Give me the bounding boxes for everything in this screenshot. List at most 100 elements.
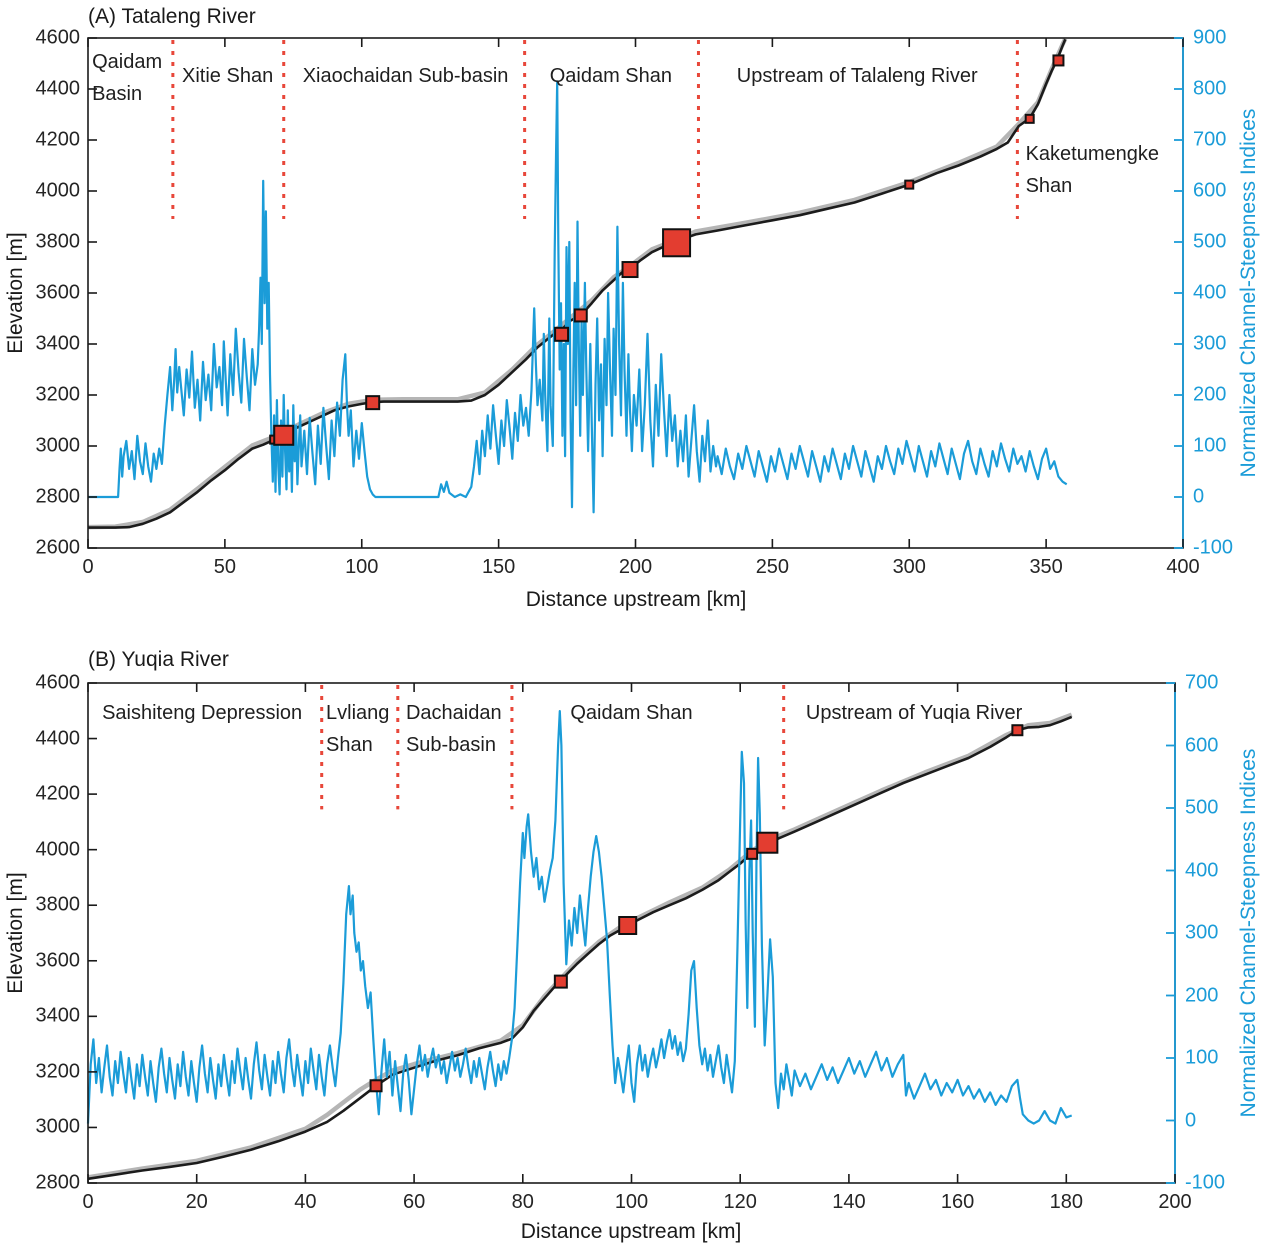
region-label-A: Upstream of Talaleng River (736, 65, 978, 87)
region-label-A: Qaidam Basin (92, 51, 163, 105)
y-tick-label-left-B: 3400 (35, 1004, 81, 1027)
knickpoint-marker-A (904, 179, 915, 190)
region-label-A: Xiaochaidan Sub-basin (302, 65, 509, 87)
y-tick-label-right-A: 800 (1193, 77, 1227, 100)
y-tick-label-right-B: 400 (1185, 859, 1219, 881)
y-tick-label-right-B: 100 (1185, 1046, 1219, 1069)
knickpoint-marker-B (756, 831, 779, 854)
region-label-B: Dachaidan Sub-basin (405, 702, 502, 756)
y-tick-label-left-B: 3000 (35, 1115, 81, 1138)
river-profile-A (88, 38, 1067, 529)
x-tick-label-A: 0 (82, 556, 94, 578)
river-profile-B (87, 715, 1073, 1181)
y-tick-label-left-A: 3600 (35, 281, 81, 304)
knickpoint-marker-B (553, 974, 568, 989)
y-tick-label-right-A: 700 (1193, 128, 1227, 151)
y-tick-label-left-B: 3800 (35, 893, 81, 916)
knickpoint-marker-A (621, 261, 639, 279)
y-tick-label-right-A: 100 (1193, 434, 1227, 457)
region-label-B: Upstream of Yuqia River (805, 702, 1023, 724)
y-tick-label-right-A: 900 (1193, 26, 1227, 49)
y-tick-label-right-A: 600 (1193, 179, 1227, 202)
y-tick-label-left-A: 4600 (35, 26, 81, 49)
x-tick-label-A: 100 (345, 556, 379, 578)
panel-a-title: (A) Tataleng River (88, 5, 256, 28)
x-tick-label-A: 200 (618, 556, 653, 578)
x-tick-label-A: 150 (481, 556, 516, 578)
knickpoint-marker-A (1052, 54, 1065, 67)
panel-a-ylabel-right: Normalized Channel-Steepness Indices (1237, 108, 1260, 478)
region-label-A: Qaidam Shan (549, 65, 673, 87)
ksn-line-B (86, 710, 1073, 1125)
x-tick-label-A: 350 (1029, 556, 1063, 578)
knickpoint-marker-A (573, 308, 588, 323)
y-tick-label-left-B: 4200 (35, 782, 81, 805)
ksn-line-A (88, 80, 1068, 514)
knickpoint-marker-A (365, 395, 381, 411)
region-label-A: Xitie Shan (182, 65, 274, 87)
y-tick-label-right-B: 0 (1185, 1109, 1197, 1131)
knickpoint-marker-A (1024, 113, 1035, 124)
x-tick-label-A: 50 (213, 556, 236, 578)
knickpoint-marker-B (369, 1079, 383, 1093)
y-tick-label-left-A: 3800 (35, 230, 81, 253)
x-tick-label-B: 60 (402, 1191, 426, 1213)
y-tick-label-right-A: 200 (1193, 383, 1227, 406)
region-label-B: Lvliang Shan (326, 702, 390, 756)
y-tick-label-left-B: 3600 (35, 949, 81, 972)
y-tick-label-left-B: 4000 (35, 838, 81, 861)
x-tick-label-A: 400 (1166, 556, 1200, 578)
y-tick-label-left-A: 3200 (35, 383, 81, 406)
panel-b-xlabel: Distance upstream [km] (520, 1220, 742, 1243)
y-tick-label-left-B: 2800 (35, 1171, 81, 1194)
x-tick-label-B: 20 (185, 1191, 208, 1213)
y-tick-label-right-B: 700 (1185, 671, 1219, 694)
x-tick-label-B: 160 (940, 1191, 975, 1213)
x-tick-label-B: 100 (614, 1191, 649, 1213)
knickpoint-marker-A (273, 424, 295, 446)
knickpoint-marker-A (662, 228, 692, 258)
panel-b-title: (B) Yuqia River (88, 648, 229, 671)
y-tick-label-right-A: 300 (1193, 332, 1227, 355)
region-label-B: Qaidam Shan (570, 702, 693, 724)
x-tick-label-A: 250 (755, 556, 790, 578)
y-tick-label-left-B: 4400 (35, 727, 81, 750)
panel-b-ylabel-right: Normalized Channel-Steepness Indices (1237, 748, 1260, 1118)
y-tick-label-left-A: 2800 (35, 485, 81, 508)
y-tick-label-left-B: 3200 (35, 1060, 81, 1083)
knickpoint-marker-B (746, 847, 759, 860)
knickpoint-marker-B (618, 916, 638, 935)
x-tick-label-B: 40 (294, 1191, 317, 1213)
y-tick-label-left-A: 2600 (35, 536, 81, 559)
model-profile-B (87, 712, 1073, 1180)
x-tick-label-B: 140 (832, 1191, 866, 1213)
y-tick-label-right-B: 500 (1185, 796, 1219, 819)
panel-a-xlabel: Distance upstream [km] (525, 588, 747, 611)
y-tick-label-left-A: 3000 (35, 434, 81, 457)
x-tick-label-B: 120 (723, 1191, 757, 1213)
y-tick-label-left-A: 3400 (35, 332, 81, 355)
x-tick-label-A: 300 (892, 556, 926, 578)
x-tick-label-B: 80 (511, 1191, 534, 1213)
x-tick-label-B: 200 (1158, 1191, 1192, 1213)
y-tick-label-left-B: 4600 (35, 671, 81, 694)
y-tick-label-right-A: 400 (1193, 281, 1227, 304)
x-tick-label-B: 180 (1049, 1191, 1083, 1213)
y-tick-label-left-A: 4200 (35, 128, 81, 151)
y-tick-label-left-A: 4400 (35, 77, 81, 100)
x-tick-label-B: 0 (82, 1191, 94, 1213)
y-tick-label-right-B: -100 (1185, 1171, 1226, 1194)
region-label-A: Kaketumengke Shan (1025, 143, 1160, 197)
y-tick-label-right-B: 200 (1185, 984, 1219, 1006)
panel-b-ylabel-left: Elevation [m] (4, 872, 27, 994)
y-tick-label-right-A: 500 (1193, 230, 1227, 253)
y-tick-label-right-B: 600 (1185, 734, 1219, 756)
y-tick-label-left-A: 4000 (35, 179, 81, 202)
y-tick-label-right-A: -100 (1193, 536, 1234, 559)
knickpoint-marker-A (554, 326, 570, 342)
axes-box-A (87, 37, 1184, 549)
y-tick-label-right-A: 0 (1193, 485, 1205, 508)
knickpoint-marker-B (1011, 724, 1024, 737)
